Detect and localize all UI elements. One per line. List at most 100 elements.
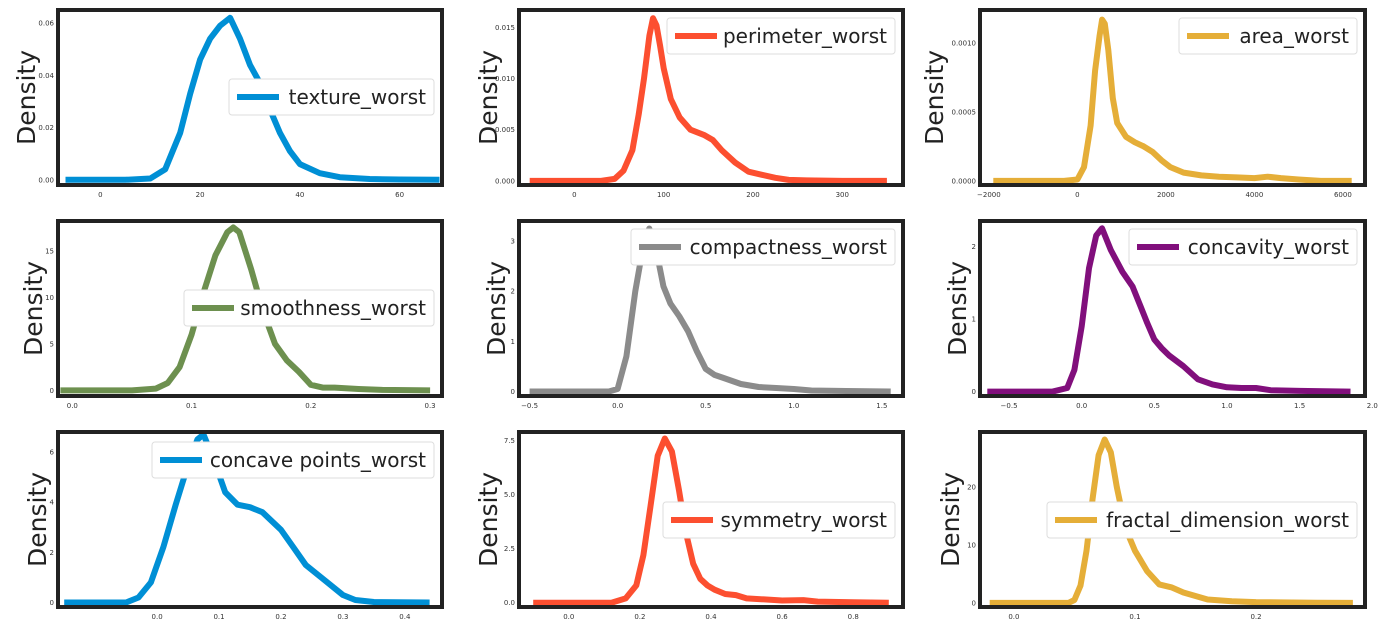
- legend-box: [151, 441, 435, 479]
- legend: perimeter_worst: [666, 17, 896, 55]
- y-tick-label: 3: [511, 238, 515, 246]
- y-tick-label: 0.04: [38, 72, 54, 80]
- x-tick-label: 0.2: [305, 402, 316, 410]
- legend: fractal_dimension_worst: [1046, 501, 1358, 539]
- legend: area_worst: [1178, 17, 1358, 55]
- legend-box: [666, 17, 896, 55]
- x-tick-label: 0: [1075, 191, 1079, 199]
- plot-frame: [56, 8, 444, 187]
- y-tick-label: 4: [50, 499, 55, 507]
- legend-label: concavity_worst: [1188, 235, 1349, 259]
- x-tick-label: 0.2: [1250, 613, 1261, 621]
- x-tick-label: 0.2: [634, 613, 645, 621]
- x-tick-label: 2.0: [1367, 402, 1378, 410]
- x-tick-label: 4000: [1245, 191, 1263, 199]
- y-tick-label: 7.5: [504, 437, 515, 445]
- panel-7: 0.0 0.1 0.2 0.3 0.4 0 2 4 6 Density concave points…: [23, 430, 444, 621]
- y-tick-label: 20: [967, 484, 976, 492]
- y-axis-label: Density: [474, 472, 503, 567]
- y-tick-label: 0.02: [38, 124, 54, 132]
- y-tick-label: 0.0005: [952, 108, 977, 116]
- legend-box: [662, 501, 896, 539]
- legend: smoothness_worst: [183, 289, 435, 327]
- y-tick-label: 0: [511, 388, 515, 396]
- x-tick-label: 0.1: [213, 613, 224, 621]
- panel-3: −2000 0 2000 4000 6000 0.0000 0.0005 0.0010Dens…: [920, 8, 1367, 199]
- y-tick-label: 0.00: [38, 176, 54, 184]
- x-tick-label: 0.6: [777, 613, 789, 621]
- density-curve: [987, 225, 1351, 395]
- x-tick-label: 20: [196, 191, 205, 199]
- y-axis-label: Density: [23, 472, 52, 567]
- y-axis-label: Density: [474, 50, 503, 145]
- x-tick-label: 0.3: [337, 613, 348, 621]
- y-tick-label: 0.0: [504, 599, 515, 607]
- y-axis-label: Density: [12, 50, 41, 145]
- y-tick-label: 0.0000: [952, 177, 977, 185]
- legend: compactness_worst: [630, 228, 896, 266]
- y-tick-label: 0.0010: [952, 40, 977, 48]
- y-tick-label: 5: [50, 340, 54, 348]
- legend-box: [1046, 501, 1358, 539]
- x-tick-label: 6000: [1334, 191, 1352, 199]
- y-axis-label: Density: [19, 261, 48, 356]
- legend-box: [228, 78, 435, 116]
- y-tick-label: 1: [511, 338, 515, 346]
- y-tick-label: 10: [967, 541, 976, 549]
- x-tick-label: 40: [295, 191, 304, 199]
- y-tick-label: 2.5: [504, 545, 515, 553]
- panel-6: −0.5 0.0 0.5 1.0 1.5 2.0 0 1 2 Density concavity_w…: [943, 219, 1378, 410]
- panel-1: 0 20 40 60 0.00 0.02 0.04 0.06 Density texture_wo…: [12, 8, 444, 199]
- x-tick-label: 0.1: [1129, 613, 1140, 621]
- x-tick-label: 1.5: [1294, 402, 1305, 410]
- plot-frame: [56, 430, 444, 609]
- density-curve: [65, 14, 440, 183]
- x-tick-label: 100: [657, 191, 670, 199]
- y-tick-label: 2: [972, 243, 976, 251]
- x-tick-label: 0.4: [399, 613, 411, 621]
- y-tick-label: 0: [972, 599, 976, 607]
- y-tick-label: 0.06: [38, 20, 54, 28]
- density-curve: [529, 15, 887, 184]
- legend-box: [1178, 17, 1358, 55]
- x-tick-label: −0.5: [521, 402, 538, 410]
- x-tick-label: 0.0: [1076, 402, 1087, 410]
- plot-frame: [56, 219, 444, 398]
- x-tick-label: 1.0: [788, 402, 799, 410]
- density-curve: [989, 436, 1353, 606]
- y-tick-label: 0: [972, 388, 976, 396]
- x-tick-label: 200: [746, 191, 759, 199]
- plot-frame: [978, 430, 1367, 609]
- plot-frame: [517, 8, 905, 187]
- panel-2: 0 100 200 300 0.000 0.005 0.010 0.015 Density per…: [474, 8, 905, 199]
- x-tick-label: 0: [98, 191, 102, 199]
- density-curve: [64, 432, 430, 606]
- x-tick-label: 0.4: [705, 613, 717, 621]
- y-tick-label: 0: [50, 599, 54, 607]
- y-tick-label: 15: [45, 247, 54, 255]
- y-axis-label: Density: [943, 261, 972, 356]
- x-tick-label: 0.0: [152, 613, 163, 621]
- legend-label: texture_worst: [289, 85, 426, 109]
- x-tick-label: −2000: [977, 191, 1001, 199]
- y-tick-label: 10: [45, 294, 54, 302]
- x-tick-label: 0.1: [186, 402, 197, 410]
- legend: texture_worst: [228, 78, 435, 116]
- legend-label: concave points_worst: [210, 448, 426, 472]
- x-tick-label: 0.0: [67, 402, 78, 410]
- legend-label: compactness_worst: [690, 235, 888, 259]
- y-axis-label: Density: [936, 472, 965, 567]
- x-tick-label: 0.5: [700, 402, 711, 410]
- y-tick-label: 5.0: [504, 491, 515, 499]
- legend-box: [183, 289, 435, 327]
- y-tick-label: 0.010: [495, 75, 515, 83]
- x-tick-label: 0.5: [1149, 402, 1160, 410]
- x-tick-label: 1.5: [876, 402, 887, 410]
- y-tick-label: 1: [972, 316, 976, 324]
- legend-label: smoothness_worst: [240, 296, 426, 320]
- legend-box: [1128, 228, 1358, 266]
- legend-label: symmetry_worst: [720, 508, 887, 532]
- legend: concave points_worst: [151, 441, 435, 479]
